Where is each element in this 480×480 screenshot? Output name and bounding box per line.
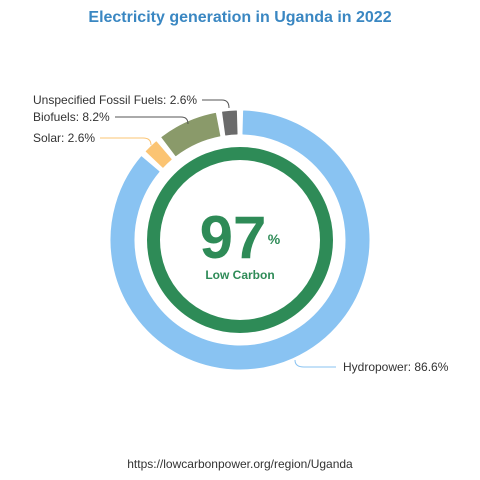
label-hydropower: Hydropower: 86.6% [343, 360, 449, 374]
low-carbon-label: Low Carbon [205, 268, 274, 282]
slice-labels: Hydropower: 86.6% Solar: 2.6% Biofuels: 8.… [33, 93, 449, 374]
chart-title: Electricity generation in Uganda in 2022 [88, 9, 392, 26]
leader-biofuels [115, 116, 189, 125]
slice-unspecified-fossil-fuels[interactable] [222, 110, 238, 136]
label-leaders [100, 99, 336, 368]
slice-solar[interactable] [145, 141, 172, 168]
leader-unspecified-fossil-fuels [202, 99, 230, 109]
slice-biofuels[interactable] [161, 112, 221, 157]
low-carbon-percent: 97 [200, 204, 267, 271]
label-solar: Solar: 2.6% [33, 131, 95, 145]
slice-hydropower[interactable] [110, 110, 370, 370]
low-carbon-ring [147, 147, 333, 333]
donut-slices [110, 110, 370, 370]
low-carbon-percent-unit: % [268, 231, 281, 247]
leader-solar [100, 137, 152, 146]
source-url: https://lowcarbonpower.org/region/Uganda [127, 457, 353, 471]
leader-hydropower [294, 359, 336, 368]
label-unspecified-fossil-fuels: Unspecified Fossil Fuels: 2.6% [33, 93, 197, 107]
label-biofuels: Biofuels: 8.2% [33, 110, 110, 124]
